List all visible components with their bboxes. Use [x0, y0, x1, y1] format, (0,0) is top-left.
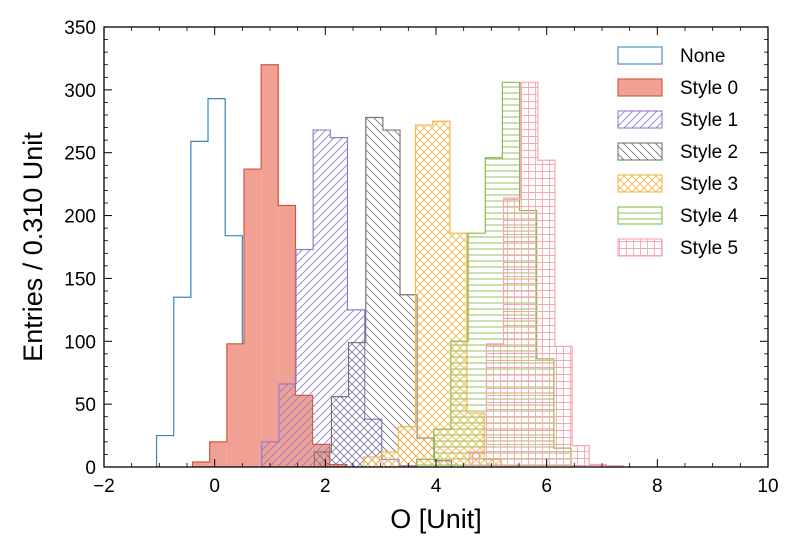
legend-swatch [617, 110, 663, 129]
histogram-bar [503, 197, 521, 467]
y-tick-label: 350 [64, 18, 96, 39]
histogram-bar [433, 429, 451, 467]
y-tick-label: 0 [85, 458, 96, 479]
histogram-bar [365, 117, 383, 467]
legend-item: Style 4 [617, 206, 739, 227]
histogram-bar [468, 233, 486, 467]
histogram-bar [278, 384, 297, 467]
legend-label: Style 2 [680, 142, 738, 163]
legend-swatch [617, 174, 663, 193]
legend-item: Style 1 [617, 110, 738, 131]
histogram-bar [348, 342, 366, 467]
histogram-bar [381, 451, 399, 467]
histogram-bar [313, 130, 331, 468]
histogram-bar [432, 121, 450, 468]
legend-item: Style 0 [617, 78, 738, 99]
histogram-bar [520, 82, 538, 468]
histogram-bar [226, 343, 244, 467]
histogram-bar [415, 125, 433, 468]
histogram-bar [261, 441, 279, 467]
legend-item: None [617, 46, 725, 67]
legend-swatch [617, 78, 663, 97]
y-tick-label: 300 [64, 81, 96, 102]
y-axis-label: Entries / 0.310 Unit [18, 132, 48, 362]
histogram-bar [364, 456, 382, 467]
histogram-bar [296, 249, 314, 467]
histogram-bar [382, 130, 401, 468]
y-tick-label: 200 [64, 207, 96, 228]
legend-label: Style 4 [680, 206, 739, 227]
y-tick-label: 50 [75, 395, 96, 416]
histogram-bar [554, 346, 573, 467]
histogram-bar [486, 343, 504, 467]
legend-label: Style 1 [680, 110, 738, 131]
legend-swatch [617, 206, 663, 225]
legend-label: Style 5 [680, 238, 738, 259]
histogram-bar [589, 464, 607, 467]
histogram-bar [416, 459, 434, 467]
histogram-bar [537, 160, 555, 467]
histogram-bar [192, 461, 210, 467]
histogram-bar [450, 341, 469, 467]
y-tick-label: 100 [64, 332, 96, 353]
legend-label: Style 3 [680, 174, 738, 195]
histogram-bar [314, 451, 332, 467]
histogram-bar [572, 445, 590, 467]
x-axis-label: O [Unit] [390, 504, 482, 534]
legend-label: None [680, 46, 725, 67]
histogram-bar [261, 64, 279, 467]
histogram-bar [209, 441, 227, 467]
legend-item: Style 3 [617, 174, 738, 195]
x-tick-label: 4 [431, 476, 442, 497]
legend-swatch [617, 142, 663, 161]
legend-item: Style 2 [617, 142, 738, 163]
x-tick-label: −2 [93, 476, 115, 497]
x-tick-label: 2 [320, 476, 331, 497]
y-tick-label: 250 [64, 144, 96, 165]
x-tick-label: 0 [209, 476, 220, 497]
x-tick-label: 6 [541, 476, 552, 497]
histogram-bar [469, 451, 487, 467]
legend-swatch [617, 46, 663, 65]
legend-label: Style 0 [680, 78, 738, 99]
histogram-bar [400, 294, 418, 467]
legend-item: Style 5 [617, 238, 738, 259]
histogram-bar [331, 396, 349, 467]
histogram-bar [243, 169, 262, 468]
legend-swatch [617, 238, 663, 257]
x-tick-label: 10 [757, 476, 778, 497]
x-tick-label: 8 [652, 476, 663, 497]
histogram-bar [330, 137, 348, 467]
plot-area [155, 64, 625, 468]
y-tick-label: 150 [64, 269, 96, 290]
histogram-outline [468, 81, 625, 467]
histogram-bar [398, 426, 416, 467]
series-style-5 [468, 81, 625, 468]
legend: None Style 0 Style 1 Style 2 Style 3 Style 4 S… [617, 46, 739, 259]
